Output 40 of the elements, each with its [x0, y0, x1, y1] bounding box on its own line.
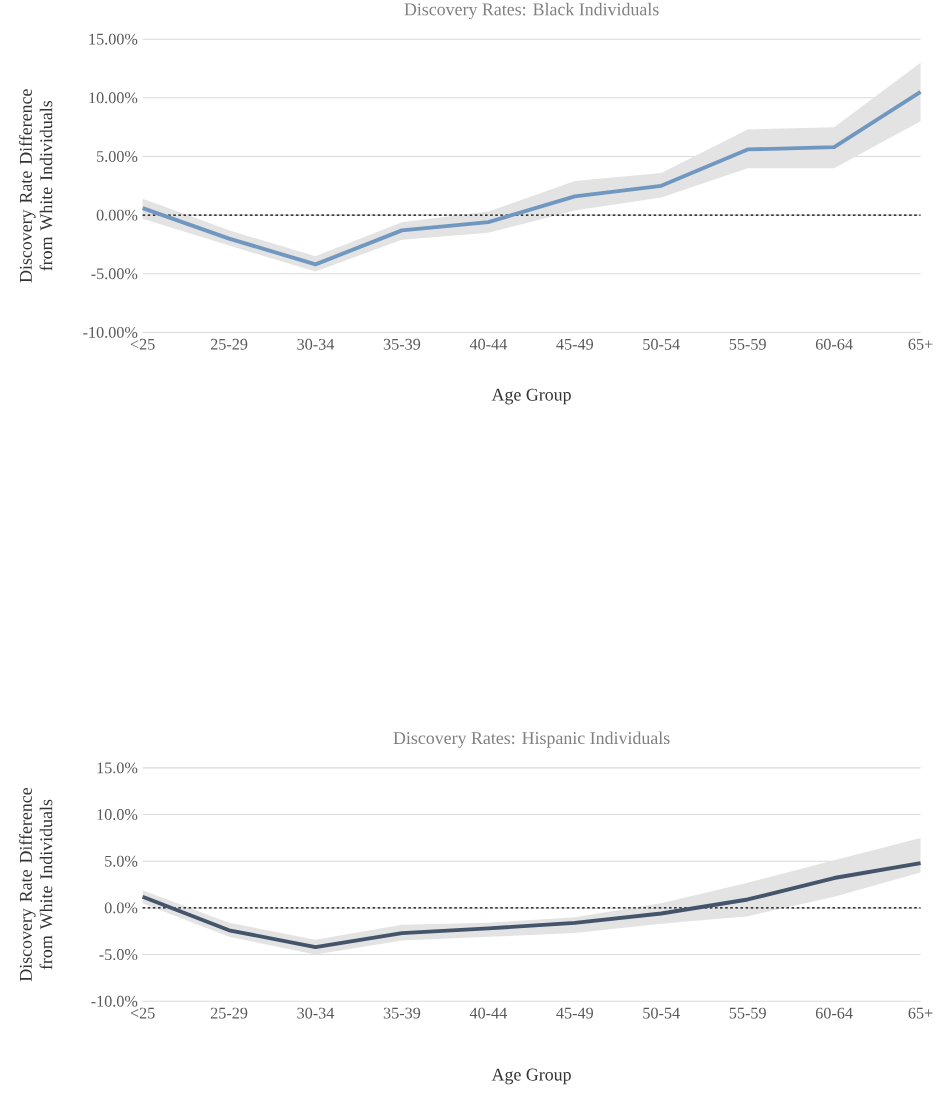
x-tick-label: 60-64 [815, 338, 853, 350]
y-tick-label: 15.0% [97, 762, 138, 774]
y-tick-label: 5.0% [105, 855, 138, 867]
x-tick-label: 65+ [908, 1007, 933, 1019]
y-axis-title: Discovery Rate Difference from White Individuals [19, 787, 53, 982]
x-tick-label: 35-39 [383, 1007, 421, 1019]
y-tick-label: 10.0% [97, 809, 138, 821]
chart-title: Discovery Rates: Hispanic Individuals [393, 731, 670, 748]
y-tick-label: -10.00% [83, 326, 138, 338]
x-tick-label: 25-29 [210, 1007, 248, 1019]
line-series [140, 90, 923, 267]
x-tick-label: 55-59 [729, 338, 766, 350]
x-tick-label: 30-34 [297, 1007, 335, 1019]
x-tick-label: 40-44 [469, 1007, 508, 1019]
y-tick-label: -10.0% [91, 995, 138, 1007]
y-tick-label: -5.00% [91, 268, 138, 280]
y-tick-label: 10.00% [89, 92, 138, 104]
x-tick-label: 40-44 [469, 338, 508, 350]
x-tick-label: <25 [130, 338, 155, 350]
x-tick-label: 50-54 [643, 338, 680, 350]
y-tick-label: 15.00% [89, 33, 138, 45]
x-tick-label: 35-39 [383, 338, 421, 350]
y-axis-title: Discovery Rate Difference from White Individuals [19, 89, 53, 283]
x-tick-label: 50-54 [643, 1007, 680, 1019]
x-tick-label: 30-34 [297, 338, 335, 350]
y-tick-label: 5.00% [97, 150, 138, 162]
y-tick-label: 0.0% [104, 902, 138, 914]
x-tick-label: 55-59 [729, 1007, 766, 1019]
y-tick-label: 0.00% [96, 209, 138, 221]
x-tick-label: 65+ [908, 338, 933, 350]
line-series [140, 861, 923, 950]
x-axis-title: Age Group [491, 1068, 571, 1085]
x-tick-label: 60-64 [815, 1007, 853, 1019]
x-tick-label: 45-49 [556, 338, 594, 350]
x-tick-label: <25 [130, 1007, 155, 1019]
y-tick-label: -5.0% [99, 949, 138, 961]
chart-title: Discovery Rates: Black Individuals [404, 2, 659, 20]
x-axis-title: Age Group [491, 388, 571, 405]
x-tick-label: 25-29 [210, 338, 248, 350]
x-tick-label: 45-49 [556, 1007, 594, 1019]
